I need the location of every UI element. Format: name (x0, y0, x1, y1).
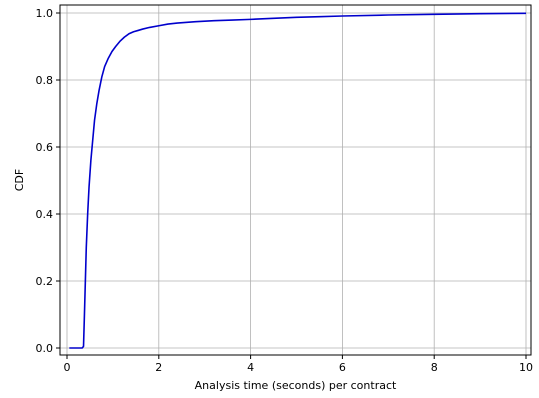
y-axis-label: CDF (13, 169, 26, 191)
x-tick-label: 8 (431, 361, 438, 374)
x-tick-label: 2 (155, 361, 162, 374)
plot-frame (59, 4, 532, 356)
y-tick-label: 0.8 (36, 74, 54, 87)
y-tick-label: 0.0 (36, 342, 54, 355)
x-tick-label: 10 (519, 361, 533, 374)
y-tick-label: 0.2 (36, 275, 54, 288)
x-tick-label: 4 (247, 361, 254, 374)
grid (60, 5, 531, 355)
y-tick-label: 0.6 (36, 141, 54, 154)
ticks: 0 2 4 6 8 10 0.0 0.2 0.4 0.6 0.8 1.0 (36, 7, 534, 374)
y-tick-label: 0.4 (36, 208, 54, 221)
x-tick-label: 0 (64, 361, 71, 374)
series-layer (69, 12, 527, 349)
x-axis-label: Analysis time (seconds) per contract (195, 379, 397, 392)
cdf-series-line (69, 12, 527, 349)
x-tick-label: 6 (339, 361, 346, 374)
y-tick-label: 1.0 (36, 7, 54, 20)
